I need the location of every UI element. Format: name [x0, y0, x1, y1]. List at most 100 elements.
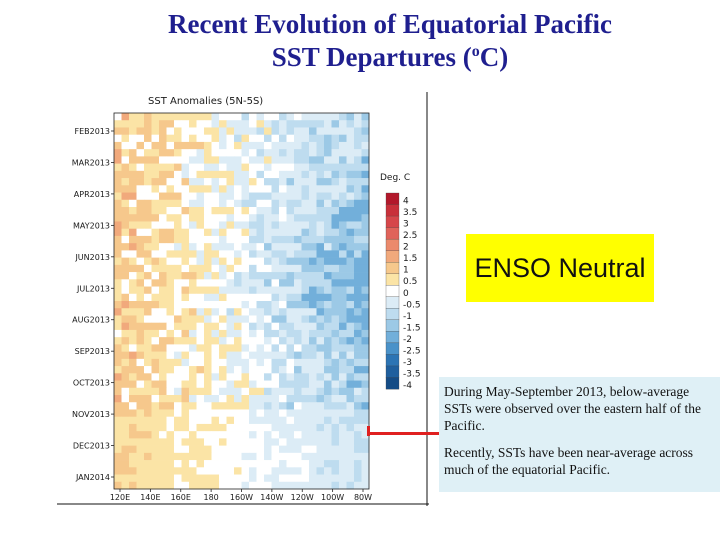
anomaly-cell	[174, 286, 182, 295]
anomaly-cell	[204, 228, 212, 237]
anomaly-cell	[256, 207, 265, 215]
anomaly-cell	[136, 228, 145, 237]
anomaly-cell	[219, 170, 227, 179]
anomaly-cell	[226, 380, 235, 389]
anomaly-cell	[309, 235, 317, 244]
anomaly-cell	[279, 134, 287, 143]
anomaly-cell	[234, 113, 242, 121]
anomaly-cell	[241, 192, 250, 201]
anomaly-cell	[204, 185, 212, 193]
anomaly-cell	[324, 416, 332, 425]
anomaly-cell	[226, 207, 235, 215]
anomaly-cell	[129, 221, 137, 229]
anomaly-cell	[181, 207, 190, 215]
anomaly-cell	[144, 431, 152, 439]
anomaly-cell	[166, 366, 175, 374]
anomaly-cell	[346, 409, 355, 417]
anomaly-cell	[361, 286, 370, 295]
anomaly-cell	[174, 149, 182, 157]
anomaly-cell	[339, 460, 347, 468]
anomaly-cell	[211, 344, 220, 352]
anomaly-cell	[196, 127, 205, 135]
anomaly-cell	[174, 395, 182, 403]
anomaly-cell	[331, 402, 340, 410]
anomaly-cell	[114, 178, 122, 186]
anomaly-cell	[226, 178, 235, 186]
anomaly-cell	[324, 149, 332, 157]
anomaly-cell	[219, 452, 227, 461]
anomaly-cell	[219, 163, 227, 172]
anomaly-cell	[159, 170, 167, 179]
anomaly-cell	[204, 207, 212, 215]
anomaly-cell	[309, 452, 317, 461]
anomaly-cell	[256, 199, 265, 208]
anomaly-cell	[181, 286, 190, 295]
anomaly-cell	[324, 192, 332, 201]
anomaly-cell	[189, 329, 197, 338]
anomaly-cell	[256, 192, 265, 201]
anomaly-cell	[279, 207, 287, 215]
anomaly-cell	[331, 387, 340, 396]
anomaly-cell	[181, 481, 190, 490]
anomaly-cell	[249, 358, 257, 367]
anomaly-cell	[339, 235, 347, 244]
anomaly-cell	[316, 250, 325, 258]
anomaly-cell	[114, 286, 122, 295]
anomaly-cell	[256, 286, 265, 295]
anomaly-cell	[144, 163, 152, 172]
anomaly-cell	[196, 301, 205, 309]
anomaly-cell	[309, 337, 317, 345]
anomaly-cell	[301, 264, 310, 273]
anomaly-cell	[294, 315, 302, 323]
anomaly-cell	[309, 344, 317, 352]
anomaly-cell	[331, 315, 340, 323]
anomaly-cell	[294, 438, 302, 446]
anomaly-cell	[241, 134, 250, 143]
anomaly-cell	[324, 199, 332, 208]
anomaly-cell	[151, 207, 160, 215]
anomaly-cell	[256, 358, 265, 367]
anomaly-cell	[144, 366, 152, 374]
colorbar-label: -1.5	[403, 323, 421, 333]
anomaly-cell	[196, 163, 205, 172]
anomaly-cell	[136, 416, 145, 425]
anomaly-cell	[361, 141, 370, 150]
anomaly-cell	[331, 337, 340, 345]
anomaly-cell	[271, 120, 280, 128]
title-line-2-post: C)	[479, 42, 509, 72]
y-tick-label: OCT2013	[73, 379, 110, 388]
anomaly-cell	[249, 438, 257, 446]
anomaly-cell	[294, 358, 302, 367]
anomaly-cell	[159, 423, 167, 432]
anomaly-cell	[331, 409, 340, 417]
anomaly-cell	[151, 431, 160, 439]
anomaly-cell	[346, 257, 355, 266]
anomaly-cell	[174, 264, 182, 273]
anomaly-cell	[301, 337, 310, 345]
anomaly-cell	[309, 134, 317, 143]
anomaly-cell	[316, 243, 325, 251]
anomaly-cell	[279, 279, 287, 287]
anomaly-cell	[219, 120, 227, 128]
anomaly-cell	[316, 293, 325, 302]
colorbar-swatch	[385, 204, 400, 217]
anomaly-cell	[204, 481, 212, 490]
anomaly-cell	[144, 416, 152, 425]
anomaly-cell	[151, 308, 160, 316]
anomaly-cell	[234, 214, 242, 222]
anomaly-cell	[159, 199, 167, 208]
anomaly-cell	[354, 416, 362, 425]
anomaly-cell	[294, 141, 302, 150]
anomaly-cell	[346, 445, 355, 454]
anomaly-cell	[234, 293, 242, 302]
anomaly-cell	[159, 214, 167, 222]
anomaly-cell	[339, 416, 347, 425]
anomaly-cell	[181, 163, 190, 172]
anomaly-cell	[226, 438, 235, 446]
anomaly-cell	[354, 351, 362, 360]
anomaly-cell	[354, 134, 362, 143]
anomaly-cell	[129, 264, 137, 273]
anomaly-cell	[249, 149, 257, 157]
anomaly-cell	[271, 481, 280, 490]
anomaly-cell	[129, 134, 137, 143]
